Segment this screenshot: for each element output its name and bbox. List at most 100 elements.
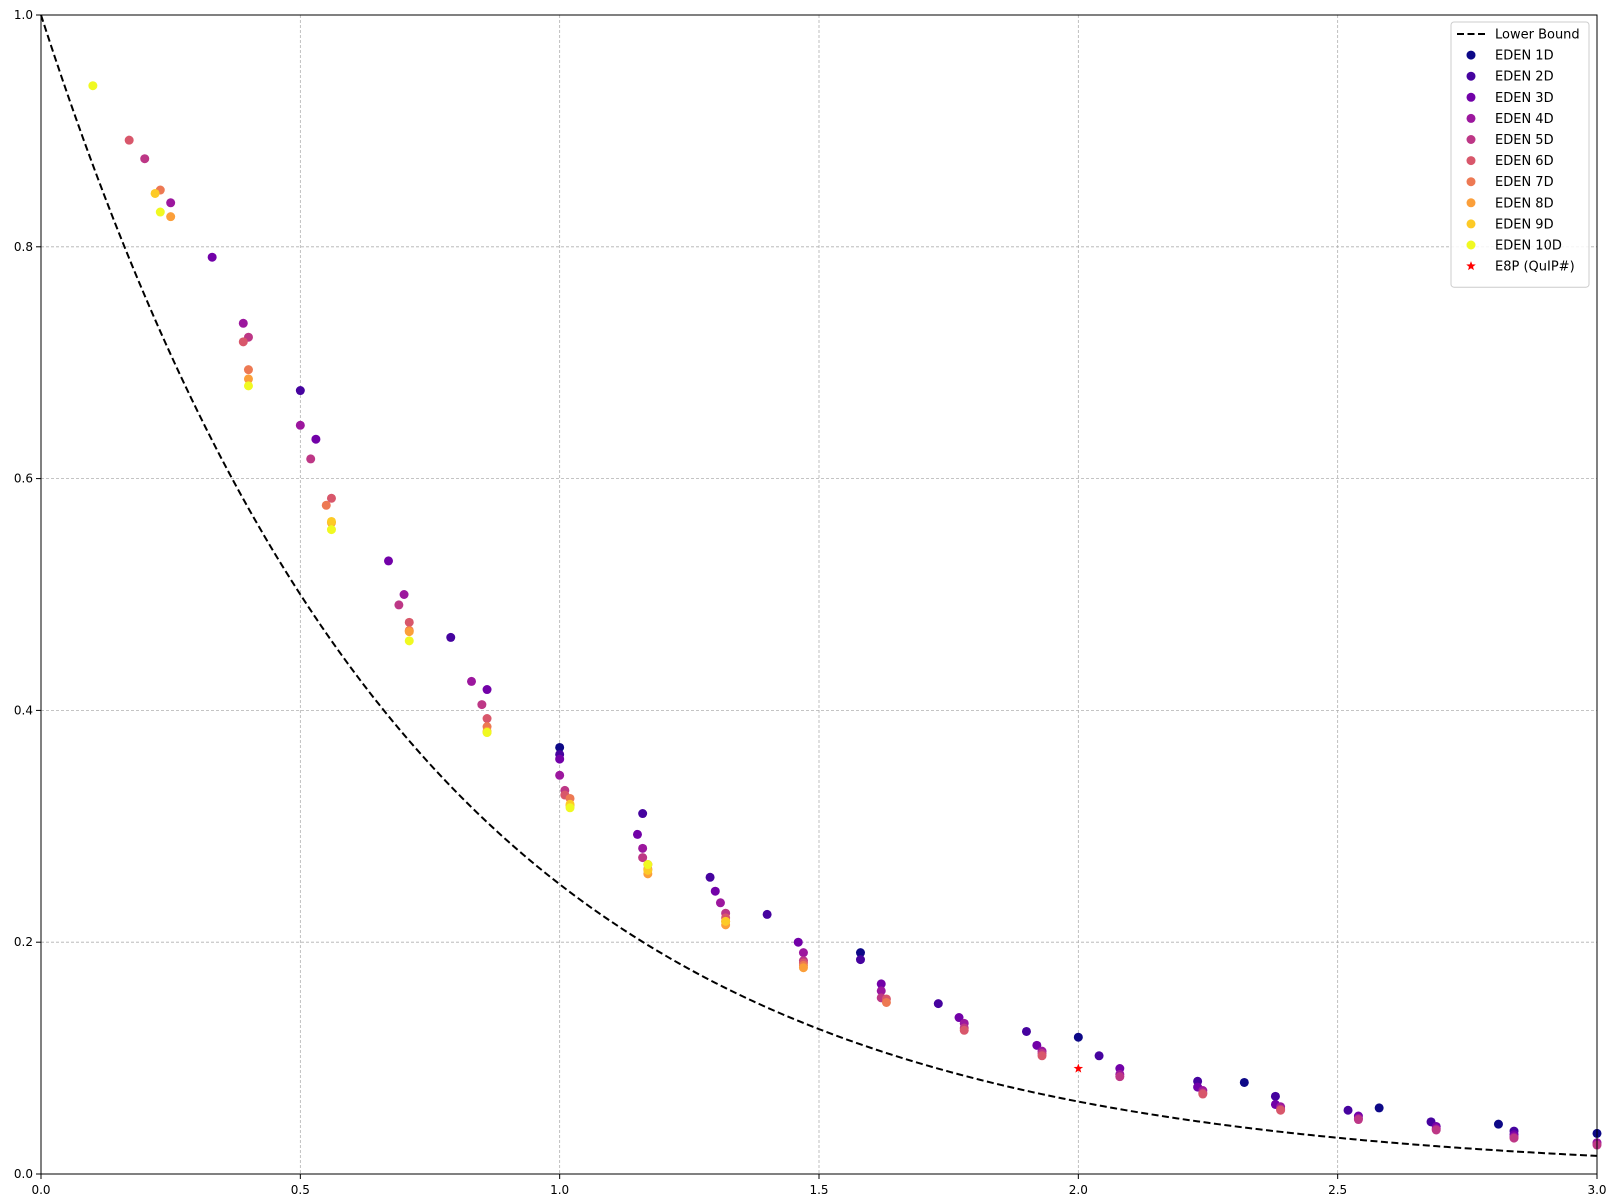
data-point — [855, 955, 865, 965]
data-point — [643, 860, 653, 870]
data-point — [855, 948, 865, 958]
data-point — [1037, 1051, 1047, 1061]
data-point — [1343, 1105, 1353, 1115]
scatter-points — [88, 81, 1602, 1150]
legend-swatch-marker — [1466, 113, 1476, 123]
data-point — [482, 714, 492, 724]
data-point — [140, 154, 150, 164]
data-point — [638, 809, 648, 819]
data-point — [1493, 1119, 1503, 1129]
data-point — [1073, 1032, 1083, 1042]
legend-swatch-marker — [1466, 71, 1476, 81]
data-point — [1115, 1072, 1125, 1082]
legend-entry: EDEN 1D — [1466, 49, 1554, 64]
data-point — [959, 1025, 969, 1035]
lower-bound-line — [40, 14, 1598, 1157]
data-point — [1021, 1026, 1031, 1036]
data-point — [238, 337, 248, 347]
y-tick-label: 0.4 — [14, 703, 33, 717]
data-point — [881, 997, 891, 1007]
data-point — [705, 872, 715, 882]
series-e8p-quip — [1073, 1063, 1084, 1073]
data-point — [295, 386, 305, 396]
legend-swatch-marker — [1466, 50, 1476, 60]
data-point — [384, 556, 394, 566]
data-point — [721, 916, 731, 926]
legend-swatch-star — [1466, 261, 1476, 271]
legend-label: EDEN 8D — [1495, 196, 1554, 211]
legend-entry: EDEN 6D — [1466, 154, 1554, 169]
legend-entry: EDEN 8D — [1466, 196, 1554, 211]
data-point — [793, 937, 803, 947]
x-tick-label: 3.0 — [1587, 1183, 1606, 1197]
data-point — [565, 803, 575, 813]
data-point — [311, 434, 321, 444]
data-point — [404, 636, 414, 646]
legend-entry: EDEN 5D — [1466, 133, 1554, 148]
series-eden-10d — [88, 81, 653, 870]
data-point — [715, 898, 725, 908]
axis-ticks: 0.0 0.5 1.0 1.5 2.0 2.5 3.0 0.0 0.2 0.4 0.6 0.8 1.0 — [14, 8, 1607, 1197]
legend-entry: EDEN 3D — [1466, 91, 1554, 106]
legend-label: EDEN 2D — [1495, 70, 1554, 85]
legend-label: EDEN 3D — [1495, 91, 1554, 106]
legend-entry: Lower Bound — [1457, 28, 1580, 43]
x-tick-label: 2.0 — [1069, 1183, 1088, 1197]
data-point — [295, 420, 305, 430]
data-point — [404, 617, 414, 627]
y-tick-label: 0.6 — [14, 472, 33, 486]
data-point — [798, 963, 808, 973]
data-point — [555, 770, 565, 780]
y-tick-label: 0.8 — [14, 240, 33, 254]
legend-label: EDEN 9D — [1495, 217, 1554, 232]
data-point — [477, 700, 487, 710]
x-tick-label: 0.0 — [31, 1183, 50, 1197]
data-point — [399, 590, 409, 599]
legend-entry: EDEN 2D — [1466, 70, 1554, 85]
data-point — [954, 1013, 964, 1023]
data-point — [1276, 1105, 1286, 1115]
data-point — [326, 525, 336, 535]
data-point — [710, 886, 720, 896]
y-tick-label: 0.2 — [14, 935, 33, 949]
data-point — [1094, 1051, 1104, 1061]
data-point — [207, 252, 217, 262]
legend-swatch-marker — [1466, 240, 1476, 250]
data-point — [638, 843, 648, 853]
legend-label: E8P (QuIP#) — [1495, 260, 1575, 275]
data-point — [326, 516, 336, 526]
data-point — [1270, 1091, 1280, 1101]
data-point — [394, 600, 404, 610]
data-point — [166, 212, 176, 222]
y-tick-label: 1.0 — [14, 8, 33, 22]
data-point — [1374, 1103, 1384, 1113]
data-point — [243, 374, 253, 384]
legend-swatch-marker — [1466, 92, 1476, 102]
legend-label: EDEN 1D — [1495, 49, 1554, 64]
data-point — [638, 853, 648, 863]
data-point — [933, 999, 943, 1009]
legend-swatch-marker — [1466, 177, 1476, 187]
legend-label: EDEN 4D — [1495, 112, 1554, 127]
data-point-star — [1073, 1063, 1084, 1073]
x-tick-label: 2.5 — [1328, 1183, 1347, 1197]
data-point — [1032, 1040, 1042, 1050]
lower-bound-layer — [40, 14, 1598, 1157]
legend-entry: EDEN 4D — [1466, 112, 1554, 127]
legend-swatch-marker — [1466, 135, 1476, 144]
x-tick-label: 1.0 — [550, 1183, 569, 1197]
data-point — [632, 829, 642, 839]
legend-box — [1450, 21, 1590, 288]
data-point — [555, 742, 565, 752]
data-point — [446, 632, 456, 642]
data-point — [404, 627, 414, 637]
data-point — [762, 909, 772, 919]
data-point — [798, 948, 808, 958]
data-point — [155, 207, 165, 217]
legend-entry: EDEN 10D — [1466, 239, 1562, 254]
legend-swatch-marker — [1466, 156, 1476, 166]
x-tick-label: 1.5 — [809, 1183, 828, 1197]
legend: Lower Bound EDEN 1D EDEN 2D EDEN 3D EDEN 4D E… — [1450, 21, 1590, 288]
